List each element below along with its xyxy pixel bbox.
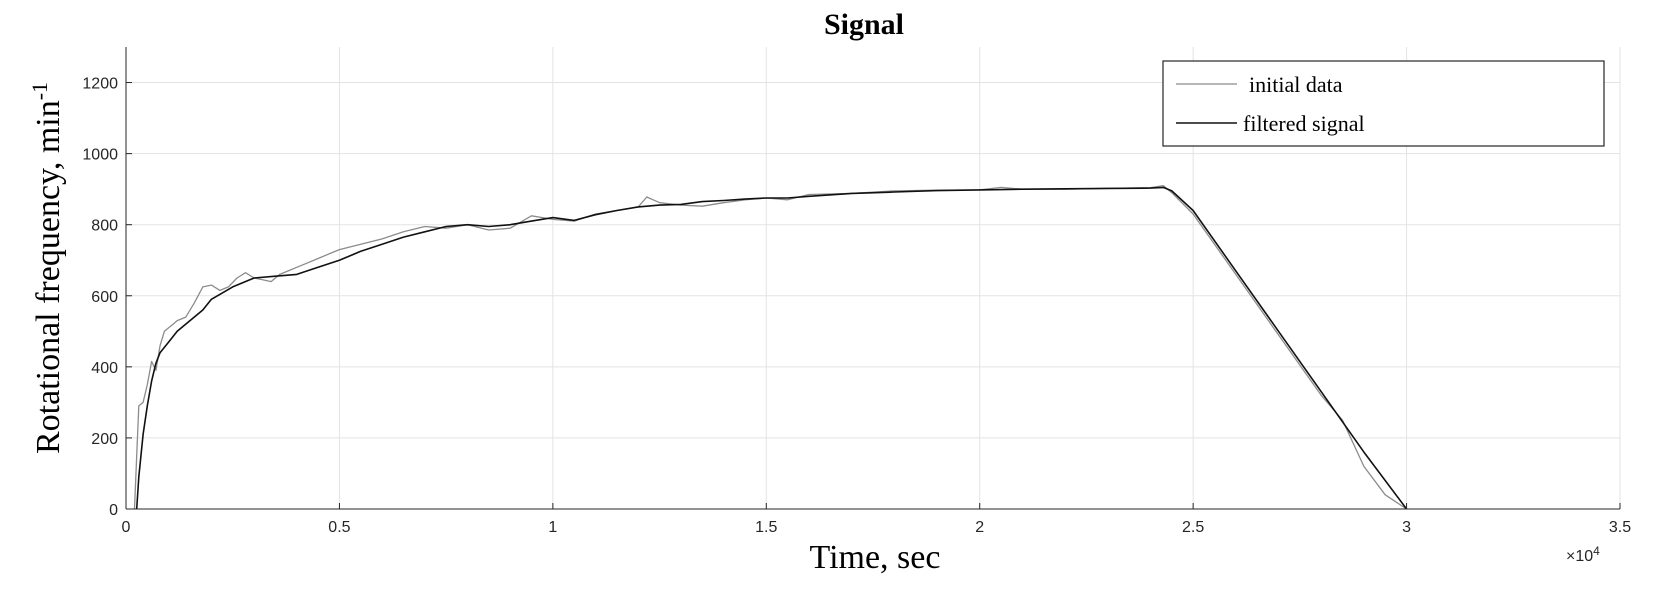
x-tick-label: 0 bbox=[122, 519, 131, 536]
series-line-filtered-signal bbox=[135, 186, 1408, 510]
legend-box bbox=[1162, 60, 1605, 147]
y-axis-label: Rotational frequency, min-1 bbox=[27, 82, 67, 454]
y-tick-label: 200 bbox=[91, 431, 118, 448]
axes bbox=[125, 47, 1620, 510]
y-tick-label: 800 bbox=[91, 218, 118, 235]
y-axis-label-superscript: -1 bbox=[27, 82, 52, 100]
x-multiplier: ×104 bbox=[1566, 544, 1600, 565]
legend-label-filtered-signal: filtered signal bbox=[1243, 111, 1365, 136]
y-tick-label: 1000 bbox=[82, 147, 118, 164]
legend-label-initial-data: initial data bbox=[1249, 72, 1343, 97]
y-tick-label: 1200 bbox=[82, 76, 118, 93]
y-tick-label: 0 bbox=[109, 502, 118, 519]
x-tick-label: 0.5 bbox=[328, 519, 350, 536]
y-axis: 0 200 400 600 800 1000 1200 bbox=[82, 76, 132, 519]
x-tick-label: 1 bbox=[548, 519, 557, 536]
x-axis: 0 0.5 1 1.5 2 2.5 3 3.5 bbox=[122, 503, 1631, 536]
y-tick-label: 400 bbox=[91, 360, 118, 377]
series-group bbox=[133, 184, 1408, 510]
x-tick-label: 3 bbox=[1402, 519, 1411, 536]
x-tick-label: 2.5 bbox=[1182, 519, 1204, 536]
x-axis-label: Time, sec bbox=[810, 539, 941, 576]
legend: initial data filtered signal bbox=[1162, 60, 1605, 147]
y-axis-label-text: Rotational frequency, min bbox=[30, 100, 67, 454]
x-tick-label: 2 bbox=[975, 519, 984, 536]
x-tick-label: 3.5 bbox=[1609, 519, 1631, 536]
y-tick-label: 600 bbox=[91, 289, 118, 306]
chart-title: Signal bbox=[824, 8, 904, 41]
series-line-initial-data bbox=[133, 184, 1407, 510]
x-tick-label: 1.5 bbox=[755, 519, 777, 536]
